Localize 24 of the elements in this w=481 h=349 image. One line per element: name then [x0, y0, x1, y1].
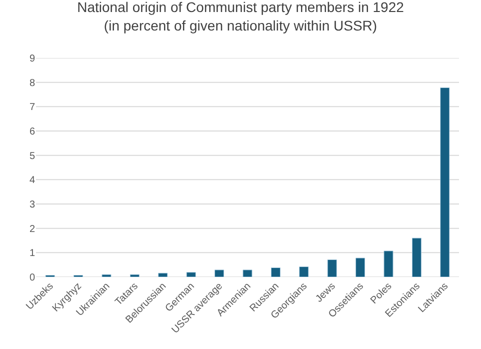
bar	[242, 270, 252, 277]
y-tick-label: 7	[29, 102, 36, 114]
y-tick-label: 0	[29, 272, 36, 284]
bar	[299, 266, 309, 277]
bar	[186, 272, 196, 277]
bar	[384, 250, 394, 277]
y-tick-label: 3	[29, 200, 36, 210]
y-tick-label: 8	[29, 78, 36, 89]
bar	[440, 87, 450, 277]
y-tick-label: 1	[29, 248, 36, 260]
bar	[327, 259, 337, 277]
bar	[130, 274, 140, 277]
y-tick-label: 5	[29, 150, 36, 162]
y-tick-label: 2	[29, 224, 36, 235]
y-tick-label: 4	[29, 175, 36, 186]
bar	[270, 268, 280, 277]
bar	[158, 272, 168, 277]
bar	[102, 274, 112, 277]
bar	[214, 270, 224, 277]
bar	[356, 258, 366, 277]
chart-title: National origin of Communist party members in 1922 (in percent of given nationality within USSR)	[77, 0, 404, 34]
y-tick-label: 9	[29, 54, 36, 64]
bar	[412, 238, 422, 277]
y-tick-label: 6	[29, 126, 36, 138]
